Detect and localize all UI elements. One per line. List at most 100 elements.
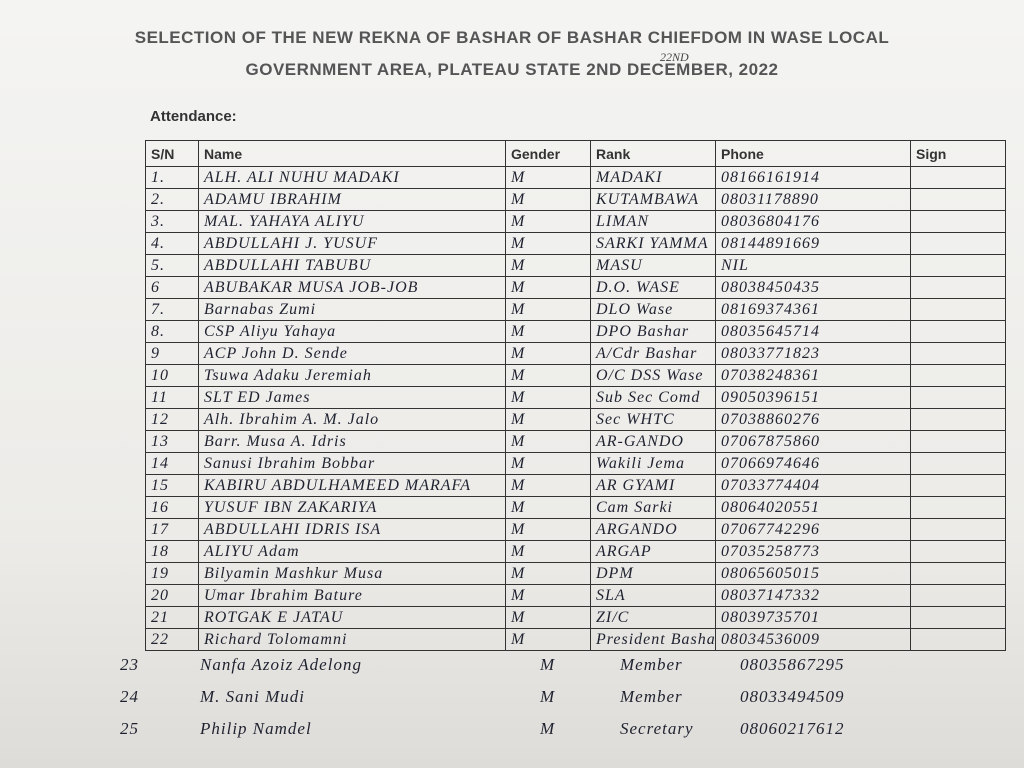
rank: Member (620, 687, 683, 706)
gender: M (505, 606, 591, 629)
rank: ARGANDO (590, 518, 716, 541)
column-header: Sign (910, 140, 1006, 167)
phone: 08039735701 (715, 606, 911, 629)
serial-number: 1. (145, 166, 199, 189)
serial-number: 18 (145, 540, 199, 563)
serial-number: 25 (120, 719, 139, 738)
gender: M (505, 540, 591, 563)
name: MAL. YAHAYA ALIYU (198, 210, 506, 233)
name: KABIRU ABDULHAMEED MARAFA (198, 474, 506, 497)
serial-number: 3. (145, 210, 199, 233)
phone: 08065605015 (715, 562, 911, 585)
rank: Sub Sec Comd (590, 386, 716, 409)
name: ABDULLAHI J. YUSUF (198, 232, 506, 255)
signature-cell (910, 606, 1006, 629)
name: Alh. Ibrahim A. M. Jalo (198, 408, 506, 431)
signature-cell (910, 496, 1006, 519)
phone: 07038248361 (715, 364, 911, 387)
gender: M (505, 276, 591, 299)
gender: M (505, 408, 591, 431)
rank: Sec WHTC (590, 408, 716, 431)
serial-number: 5. (145, 254, 199, 277)
serial-number: 14 (145, 452, 199, 475)
phone: 08060217612 (740, 719, 845, 738)
phone: 07033774404 (715, 474, 911, 497)
name: Philip Namdel (200, 719, 312, 738)
name: SLT ED James (198, 386, 506, 409)
phone: 08035867295 (740, 655, 845, 674)
name: Richard Tolomamni (198, 628, 506, 651)
phone: 08166161914 (715, 166, 911, 189)
name: ACP John D. Sende (198, 342, 506, 365)
serial-number: 19 (145, 562, 199, 585)
serial-number: 13 (145, 430, 199, 453)
serial-number: 11 (145, 386, 199, 409)
rank: Cam Sarki (590, 496, 716, 519)
phone: 08064020551 (715, 496, 911, 519)
name: Sanusi Ibrahim Bobbar (198, 452, 506, 475)
signature-cell (910, 298, 1006, 321)
phone: 08037147332 (715, 584, 911, 607)
gender: M (505, 452, 591, 475)
rank: DPO Bashar (590, 320, 716, 343)
serial-number: 6 (145, 276, 199, 299)
serial-number: 20 (145, 584, 199, 607)
gender: M (505, 210, 591, 233)
gender: M (505, 628, 591, 651)
signature-cell (910, 320, 1006, 343)
phone: 09050396151 (715, 386, 911, 409)
name: ABDULLAHI IDRIS ISA (198, 518, 506, 541)
serial-number: 8. (145, 320, 199, 343)
serial-number: 4. (145, 232, 199, 255)
gender: M (505, 342, 591, 365)
rank: Secretary (620, 719, 694, 738)
rank: ZI/C (590, 606, 716, 629)
name: M. Sani Mudi (200, 687, 306, 706)
name: ALIYU Adam (198, 540, 506, 563)
signature-cell (910, 342, 1006, 365)
rank: D.O. WASE (590, 276, 716, 299)
column-header: Rank (590, 140, 716, 167)
column-header: S/N (145, 140, 199, 167)
gender: M (540, 655, 556, 674)
signature-cell (910, 254, 1006, 277)
phone: 08035645714 (715, 320, 911, 343)
phone: 08144891669 (715, 232, 911, 255)
phone: 08034536009 (715, 628, 911, 651)
serial-number: 22 (145, 628, 199, 651)
gender: M (505, 320, 591, 343)
serial-number: 24 (120, 687, 139, 706)
rank: AR GYAMI (590, 474, 716, 497)
rank: KUTAMBAWA (590, 188, 716, 211)
name: YUSUF IBN ZAKARIYA (198, 496, 506, 519)
gender: M (505, 232, 591, 255)
signature-cell (910, 584, 1006, 607)
signature-cell (910, 210, 1006, 233)
phone: 08033494509 (740, 687, 845, 706)
title: GOVERNMENT AREA, PLATEAU STATE 2ND DECEM… (245, 60, 779, 79)
gender: M (540, 687, 556, 706)
rank: AR-GANDO (590, 430, 716, 453)
signature-cell (910, 628, 1006, 651)
gender: M (505, 298, 591, 321)
signature-cell (910, 452, 1006, 475)
phone: 08033771823 (715, 342, 911, 365)
name: CSP Aliyu Yahaya (198, 320, 506, 343)
rank: DLO Wase (590, 298, 716, 321)
name: ABDULLAHI TABUBU (198, 254, 506, 277)
gender: M (505, 430, 591, 453)
gender: M (505, 562, 591, 585)
gender: M (505, 474, 591, 497)
serial-number: 9 (145, 342, 199, 365)
phone: 07035258773 (715, 540, 911, 563)
phone: NIL (715, 254, 911, 277)
name: Barr. Musa A. Idris (198, 430, 506, 453)
phone: 08031178890 (715, 188, 911, 211)
rank: Member (620, 655, 683, 674)
name: Barnabas Zumi (198, 298, 506, 321)
rank: O/C DSS Wase (590, 364, 716, 387)
signature-cell (910, 474, 1006, 497)
gender: M (505, 166, 591, 189)
